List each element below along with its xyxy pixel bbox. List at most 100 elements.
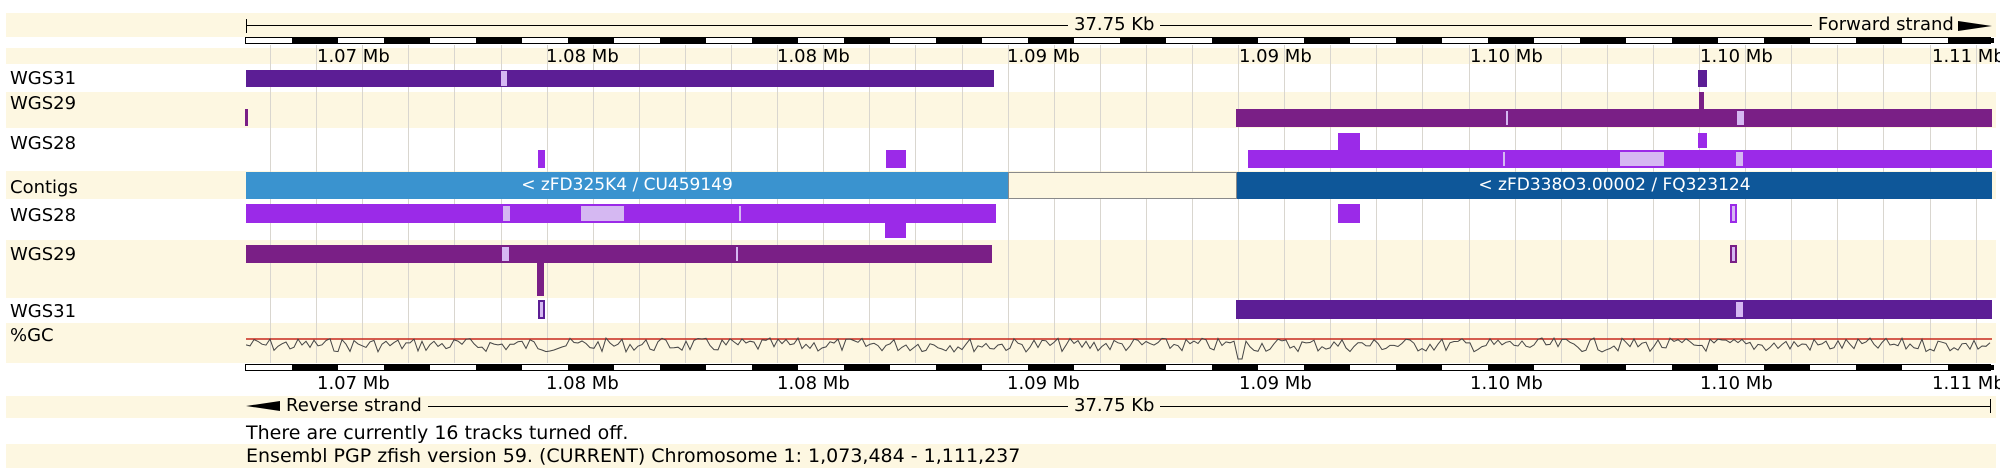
wgs28-feature[interactable] [1338,133,1360,150]
mb-tick-label: 1.10 Mb [1700,373,1773,394]
wgs29-feature-gap [1732,247,1735,261]
ruler-segment [660,365,706,370]
tracks-off-notice: There are currently 16 tracks turned off… [246,422,629,444]
grid-line [1376,45,1377,363]
grid-line [1515,45,1516,363]
track-label-wgs28[interactable]: WGS28 [10,205,77,226]
mb-tick-label: 1.07 Mb [317,46,390,67]
wgs31-feature[interactable] [246,70,994,87]
grid-line [1883,45,1884,363]
grid-line [1238,45,1239,363]
mb-tick-label: 1.08 Mb [777,373,850,394]
track-label-wgs29[interactable]: WGS29 [10,93,77,114]
gc-content-line [246,336,1991,360]
wgs28-feature[interactable] [885,223,906,238]
mb-tick-label: 1.08 Mb [546,373,619,394]
ruler-segment [1672,365,1718,370]
grid-line [1422,45,1423,363]
ruler-segment [1580,38,1626,43]
ruler-segment [1764,365,1810,370]
mb-tick-label: 1.09 Mb [1007,373,1080,394]
mb-tick-label: 1.10 Mb [1470,373,1543,394]
ruler-segment [936,365,982,370]
wgs31-feature[interactable] [1698,70,1707,87]
wgs28-feature-gap [1503,152,1505,166]
ruler-segment [476,38,522,43]
reverse-strand-label: Reverse strand [280,396,428,416]
wgs29-feature-gap [1506,111,1508,125]
mb-band [6,48,1996,64]
wgs29-feature[interactable] [1236,109,1992,127]
ruler-segment [1580,365,1626,370]
contig-right[interactable]: < zFD338O3.00002 / FQ323124 [1237,172,1992,199]
grid-line [1146,45,1147,363]
ruler-segment [844,365,890,370]
contig-gap [1008,172,1237,199]
scale-start-tick [246,19,247,33]
ruler-top [245,37,1994,44]
mb-tick-label: 1.08 Mb [546,46,619,67]
wgs31-feature[interactable] [1236,300,1992,319]
forward-strand-label: Forward strand [1812,15,1960,35]
grid-line [1100,45,1101,363]
ruler-segment [1856,365,1902,370]
grid-line [1930,45,1931,363]
wgs28-feature[interactable] [1698,133,1707,148]
ruler-segment [476,365,522,370]
scale-length-label: 37.75 Kb [1068,15,1161,35]
track-label-contigs[interactable]: Contigs [10,177,78,198]
ruler-segment [1856,38,1902,43]
track-label-wgs28[interactable]: WGS28 [10,133,77,154]
grid-line [1699,45,1700,363]
grid-line [1561,45,1562,363]
ruler-segment [1212,365,1258,370]
ruler-segment [1304,365,1350,370]
reverse-scale-band [6,396,1996,418]
track-label-wgs31[interactable]: WGS31 [10,301,77,322]
ruler-segment [1120,38,1166,43]
wgs28-feature[interactable] [538,150,545,168]
track-label-wgs31[interactable]: WGS31 [10,68,77,89]
wgs31-feature-gap [1736,302,1743,317]
wgs28-feature[interactable] [886,150,906,168]
grid-line [1791,45,1792,363]
ruler-bottom [245,364,1994,371]
ruler-segment [1028,365,1074,370]
wgs29-feature[interactable] [537,263,544,296]
ruler-segment [568,38,614,43]
mb-tick-label: 1.11 Mb [1932,46,2000,67]
ruler-segment [844,38,890,43]
ruler-segment [384,38,430,43]
ruler-segment [660,38,706,43]
ruler-segment [568,365,614,370]
track-label-gc[interactable]: %GC [10,325,54,346]
ruler-segment [292,38,338,43]
wgs28-feature[interactable] [1338,204,1360,223]
grid-line [1284,45,1285,363]
wgs29-feature[interactable] [246,245,992,263]
wgs28-feature-gap [581,206,624,221]
wgs29-feature-gap [736,247,738,261]
ruler-segment [1764,38,1810,43]
wgs29-feature-gap [502,247,509,261]
grid-line [1745,45,1746,363]
grid-line [1607,45,1608,363]
ruler-segment [1212,38,1258,43]
version-info: Ensembl PGP zfish version 59. (CURRENT) … [246,445,1021,467]
ruler-segment [292,365,338,370]
wgs29-feature[interactable] [245,109,248,126]
track-band-gc [6,323,1996,363]
grid-line [1653,45,1654,363]
grid-line [1976,45,1977,363]
contig-left[interactable]: < zFD325K4 / CU459149 [246,172,1008,199]
mb-tick-label: 1.09 Mb [1239,373,1312,394]
track-label-wgs29[interactable]: WGS29 [10,244,77,265]
reverse-scale-length-label: 37.75 Kb [1068,396,1161,416]
ruler-segment [1948,38,1994,43]
wgs31-feature-gap [501,71,507,86]
wgs29-feature[interactable] [1699,92,1704,109]
wgs28-feature-gap [503,206,510,221]
ruler-segment [1396,38,1442,43]
mb-tick-label: 1.08 Mb [777,46,850,67]
